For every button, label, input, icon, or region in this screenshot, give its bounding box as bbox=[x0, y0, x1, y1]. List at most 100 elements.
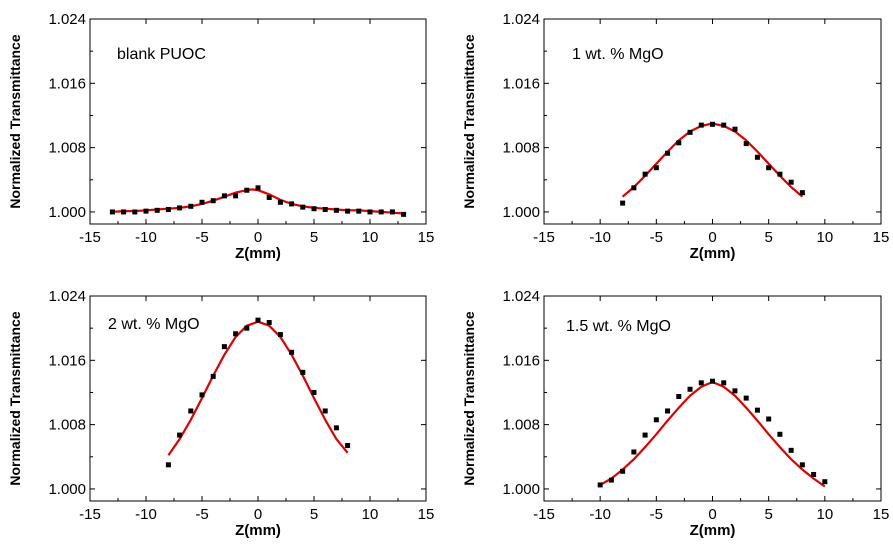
y-tick-label: 1.024 bbox=[502, 288, 540, 305]
y-tick-label: 1.000 bbox=[48, 204, 86, 221]
x-tick-label: 15 bbox=[873, 506, 890, 523]
data-point bbox=[345, 443, 351, 449]
data-point bbox=[199, 199, 205, 205]
x-tick-label: 0 bbox=[254, 229, 262, 246]
x-tick-label: 0 bbox=[708, 506, 716, 523]
data-point bbox=[345, 208, 351, 214]
data-point bbox=[367, 209, 373, 215]
data-point bbox=[378, 209, 384, 215]
x-tick-label: 15 bbox=[873, 229, 890, 246]
data-point bbox=[300, 204, 306, 210]
data-point bbox=[721, 122, 727, 128]
x-axis-label: Z(mm) bbox=[690, 245, 736, 262]
data-point bbox=[642, 171, 648, 177]
x-tick-label: -5 bbox=[195, 506, 208, 523]
data-point bbox=[210, 373, 216, 379]
data-point bbox=[165, 207, 171, 213]
y-tick-label: 1.008 bbox=[48, 140, 86, 157]
panel-1: -15 -10 -5 0 5 10 15 1.000 1.008 1.016 1.024 Z(mm) N… bbox=[7, 11, 434, 262]
data-point bbox=[766, 416, 772, 422]
x-tick-label: -10 bbox=[135, 506, 157, 523]
data-point bbox=[597, 482, 603, 488]
data-point bbox=[244, 325, 250, 331]
x-tick-label: 5 bbox=[310, 506, 318, 523]
x-tick-label: -10 bbox=[589, 229, 611, 246]
data-point bbox=[233, 193, 239, 199]
x-tick-label: 15 bbox=[418, 229, 435, 246]
sample-annotation: 2 wt. % MgO bbox=[108, 316, 200, 333]
y-tick-label: 1.000 bbox=[48, 481, 86, 498]
data-point bbox=[631, 185, 637, 191]
data-point bbox=[811, 471, 817, 477]
data-point bbox=[289, 349, 295, 355]
data-point bbox=[777, 171, 783, 177]
data-point bbox=[154, 207, 160, 213]
x-tick-label: -5 bbox=[650, 506, 663, 523]
fit-curve bbox=[599, 380, 826, 488]
x-tick-label: -5 bbox=[650, 229, 663, 246]
data-point bbox=[665, 408, 671, 414]
data-point bbox=[676, 393, 682, 399]
data-point bbox=[788, 179, 794, 185]
panel-2: -15 -10 -5 0 5 10 15 1.000 1.008 1.016 1.024 Z(mm) N… bbox=[461, 11, 889, 262]
y-axis-label: Normalized Transmittance bbox=[461, 311, 477, 485]
y-tick-label: 1.008 bbox=[502, 417, 540, 434]
y-axis-label: Normalized Transmittance bbox=[7, 311, 23, 485]
data-point bbox=[266, 320, 272, 326]
x-tick-label: 0 bbox=[708, 229, 716, 246]
x-tick-label: -15 bbox=[533, 506, 555, 523]
data-point bbox=[244, 187, 250, 193]
data-point bbox=[687, 386, 693, 392]
data-point bbox=[631, 449, 637, 455]
data-point bbox=[754, 154, 760, 160]
data-point bbox=[333, 425, 339, 431]
data-point bbox=[132, 209, 138, 215]
data-point bbox=[221, 344, 227, 350]
y-tick-label: 1.016 bbox=[502, 352, 540, 369]
data-point bbox=[143, 208, 149, 214]
x-tick-label: -15 bbox=[533, 229, 555, 246]
x-tick-label: 10 bbox=[816, 506, 833, 523]
x-tick-label: -15 bbox=[79, 229, 101, 246]
y-axis-label: Normalized Transmittance bbox=[7, 34, 23, 208]
data-point bbox=[743, 141, 749, 147]
panel-3: -15 -10 -5 0 5 10 15 1.000 1.008 1.016 1.024 Z(mm) N… bbox=[7, 288, 434, 539]
y-tick-label: 1.000 bbox=[502, 481, 540, 498]
x-tick-label: 0 bbox=[254, 506, 262, 523]
sample-annotation: 1.5 wt. % MgO bbox=[566, 318, 671, 335]
x-tick-label: 10 bbox=[816, 229, 833, 246]
x-tick-label: -10 bbox=[589, 506, 611, 523]
data-point bbox=[653, 165, 659, 171]
data-point bbox=[165, 462, 171, 468]
data-point bbox=[177, 205, 183, 211]
data-point bbox=[109, 209, 115, 215]
data-point bbox=[188, 408, 194, 414]
data-point bbox=[277, 199, 283, 205]
data-point bbox=[777, 431, 783, 437]
data-point bbox=[788, 447, 794, 453]
data-point bbox=[210, 198, 216, 204]
data-point bbox=[822, 479, 828, 485]
data-point bbox=[620, 468, 626, 474]
data-point bbox=[322, 207, 328, 213]
data-point bbox=[289, 201, 295, 207]
data-point bbox=[311, 206, 317, 212]
data-point bbox=[255, 185, 261, 191]
x-axis-label: Z(mm) bbox=[235, 522, 281, 539]
fit-curve bbox=[167, 320, 349, 456]
x-tick-label: -15 bbox=[79, 506, 101, 523]
x-tick-label: 10 bbox=[362, 506, 379, 523]
data-point bbox=[754, 407, 760, 413]
data-point bbox=[698, 380, 704, 386]
data-point bbox=[121, 209, 127, 215]
data-point bbox=[766, 165, 772, 171]
fit-curve bbox=[112, 188, 404, 215]
x-tick-label: 15 bbox=[418, 506, 435, 523]
y-axis-label: Normalized Transmittance bbox=[461, 34, 477, 208]
y-tick-label: 1.008 bbox=[502, 140, 540, 157]
data-point bbox=[266, 194, 272, 200]
data-point bbox=[311, 389, 317, 395]
x-axis-label: Z(mm) bbox=[690, 522, 736, 539]
data-point bbox=[300, 369, 306, 375]
